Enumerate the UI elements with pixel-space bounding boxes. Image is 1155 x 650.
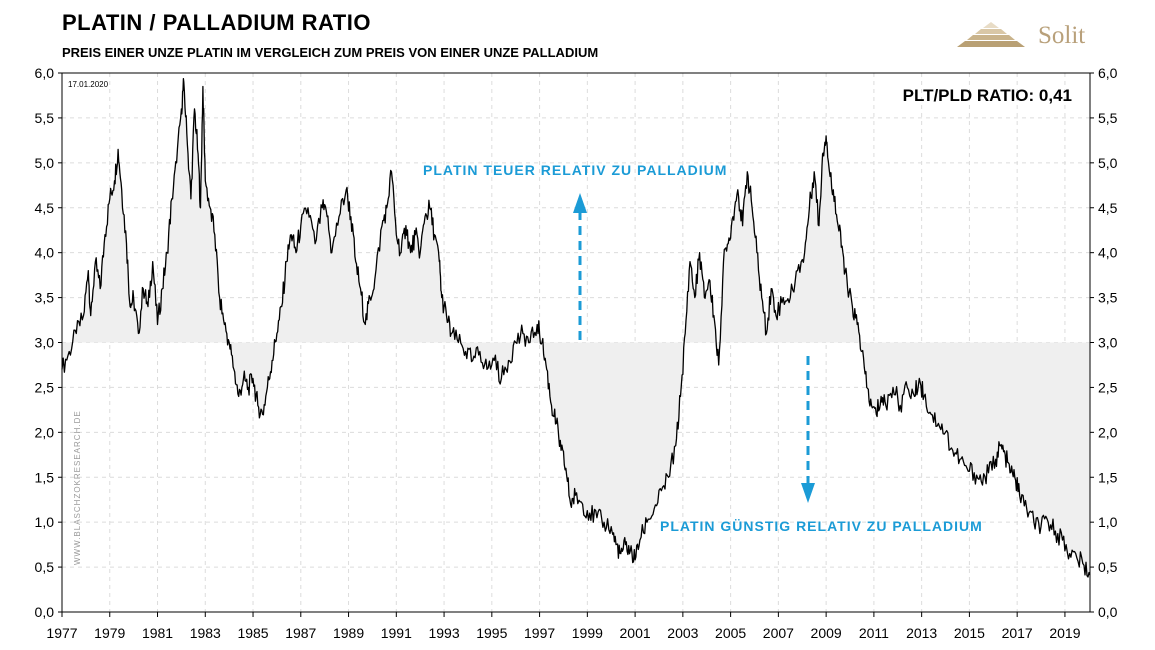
y-tick-label-left: 5,0 (35, 155, 55, 171)
x-tick-label: 1989 (333, 625, 364, 641)
x-tick-label: 2003 (667, 625, 698, 641)
x-tick-label: 1995 (476, 625, 507, 641)
y-axis-right: 0,0 0,5 1,0 1,5 2,0 2,5 3,0 3,5 4,0 4,5 5,0 5,5 6,0 (1090, 65, 1118, 620)
x-tick-label: 2019 (1049, 625, 1080, 641)
y-tick-label-right: 3,5 (1098, 290, 1118, 306)
annotation-expensive: PLATIN TEUER RELATIV ZU PALLADIUM (423, 162, 727, 178)
y-tick-label-right: 3,0 (1098, 335, 1118, 351)
x-tick-label: 1983 (190, 625, 221, 641)
x-tick-label: 2011 (859, 625, 889, 641)
y-tick-label-left: 3,0 (35, 335, 55, 351)
arrow-down-icon (801, 356, 815, 503)
arrow-up-icon (573, 193, 587, 340)
x-tick-label: 2001 (620, 625, 651, 641)
y-tick-label-right: 1,5 (1098, 469, 1118, 485)
y-tick-label-right: 6,0 (1098, 65, 1118, 81)
y-tick-label-right: 4,0 (1098, 245, 1118, 261)
logo-text: Solit (1038, 22, 1086, 49)
y-tick-label-left: 5,5 (35, 110, 55, 126)
y-tick-label-right: 0,5 (1098, 559, 1118, 575)
y-tick-label-left: 2,5 (35, 379, 55, 395)
x-tick-label: 1997 (524, 625, 555, 641)
x-tick-label: 1987 (285, 625, 316, 641)
x-tick-label: 1991 (381, 625, 412, 641)
x-tick-label: 1985 (237, 625, 268, 641)
x-tick-label: 1999 (572, 625, 603, 641)
y-tick-label-left: 0,0 (35, 604, 55, 620)
watermark: WWW.BLASCHZOKRESEARCH.DE (73, 410, 82, 565)
y-tick-label-right: 0,0 (1098, 604, 1118, 620)
x-tick-label: 2017 (1002, 625, 1033, 641)
y-tick-label-left: 2,0 (35, 424, 55, 440)
y-tick-label-right: 5,0 (1098, 155, 1118, 171)
y-tick-label-right: 2,0 (1098, 424, 1118, 440)
x-tick-label: 2007 (763, 625, 794, 641)
annotation-cheap: PLATIN GÜNSTIG RELATIV ZU PALLADIUM (660, 518, 983, 534)
x-tick-label: 2009 (811, 625, 842, 641)
chart-subtitle: PREIS EINER UNZE PLATIN IM VERGLEICH ZUM… (62, 45, 599, 60)
y-tick-label-left: 6,0 (35, 65, 55, 81)
chart-title: PLATIN / PALLADIUM RATIO (62, 10, 371, 35)
y-tick-label-left: 4,0 (35, 245, 55, 261)
x-tick-label: 1979 (94, 625, 125, 641)
ratio-label: PLT/PLD RATIO: 0,41 (903, 86, 1072, 105)
baseline-shaded-area (62, 78, 1090, 577)
y-tick-label-right: 2,5 (1098, 379, 1118, 395)
y-tick-label-right: 5,5 (1098, 110, 1118, 126)
date-label: 17.01.2020 (68, 80, 109, 89)
solit-logo: Solit (955, 18, 1105, 58)
x-tick-label: 2013 (906, 625, 937, 641)
y-tick-label-left: 0,5 (35, 559, 55, 575)
y-tick-label-left: 1,5 (35, 469, 55, 485)
x-tick-label: 1977 (46, 625, 77, 641)
y-tick-label-left: 1,0 (35, 514, 55, 530)
y-tick-label-right: 1,0 (1098, 514, 1118, 530)
y-tick-label-left: 4,5 (35, 200, 55, 216)
x-tick-label: 1993 (428, 625, 459, 641)
pyramid-logo-icon (957, 22, 1025, 47)
y-tick-label-right: 4,5 (1098, 200, 1118, 216)
x-tick-label: 2005 (715, 625, 746, 641)
x-tick-label: 1981 (142, 625, 173, 641)
ratio-line (61, 78, 1091, 578)
x-tick-label: 2015 (954, 625, 985, 641)
y-tick-label-left: 3,5 (35, 290, 55, 306)
y-axis-left: 0,0 0,5 1,0 1,5 2,0 2,5 3,0 3,5 4,0 4,5 5,0 5,5 6,0 (35, 65, 62, 620)
x-axis: 1977 1979 1981 1983 1985 1987 1989 1991 1993 1995… (46, 612, 1081, 641)
